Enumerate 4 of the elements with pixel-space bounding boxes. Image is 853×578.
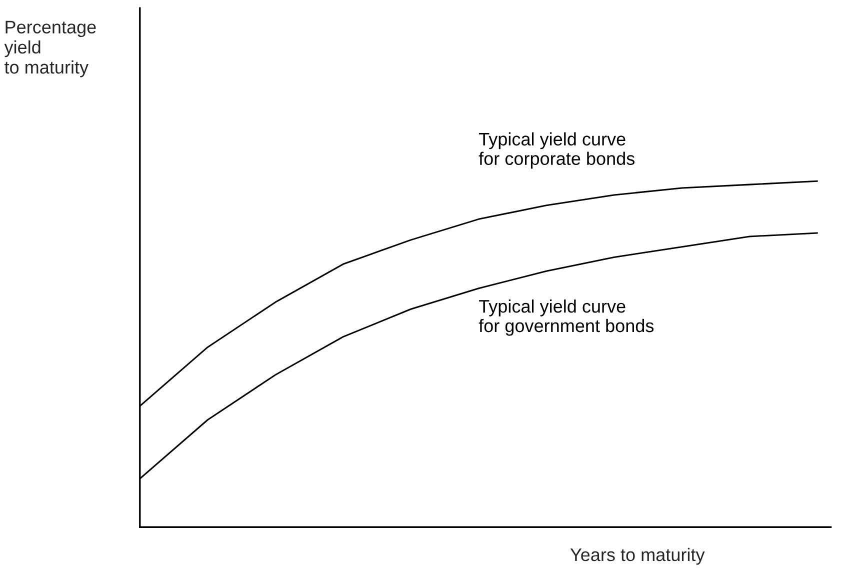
text: Percentage yield to maturity [4,20,96,78]
series-label: Typical yield curve for government bonds [478,299,654,336]
x-axis-title: Years to maturity [570,548,705,565]
series-label: Typical yield curve for corporate bonds [478,132,635,169]
